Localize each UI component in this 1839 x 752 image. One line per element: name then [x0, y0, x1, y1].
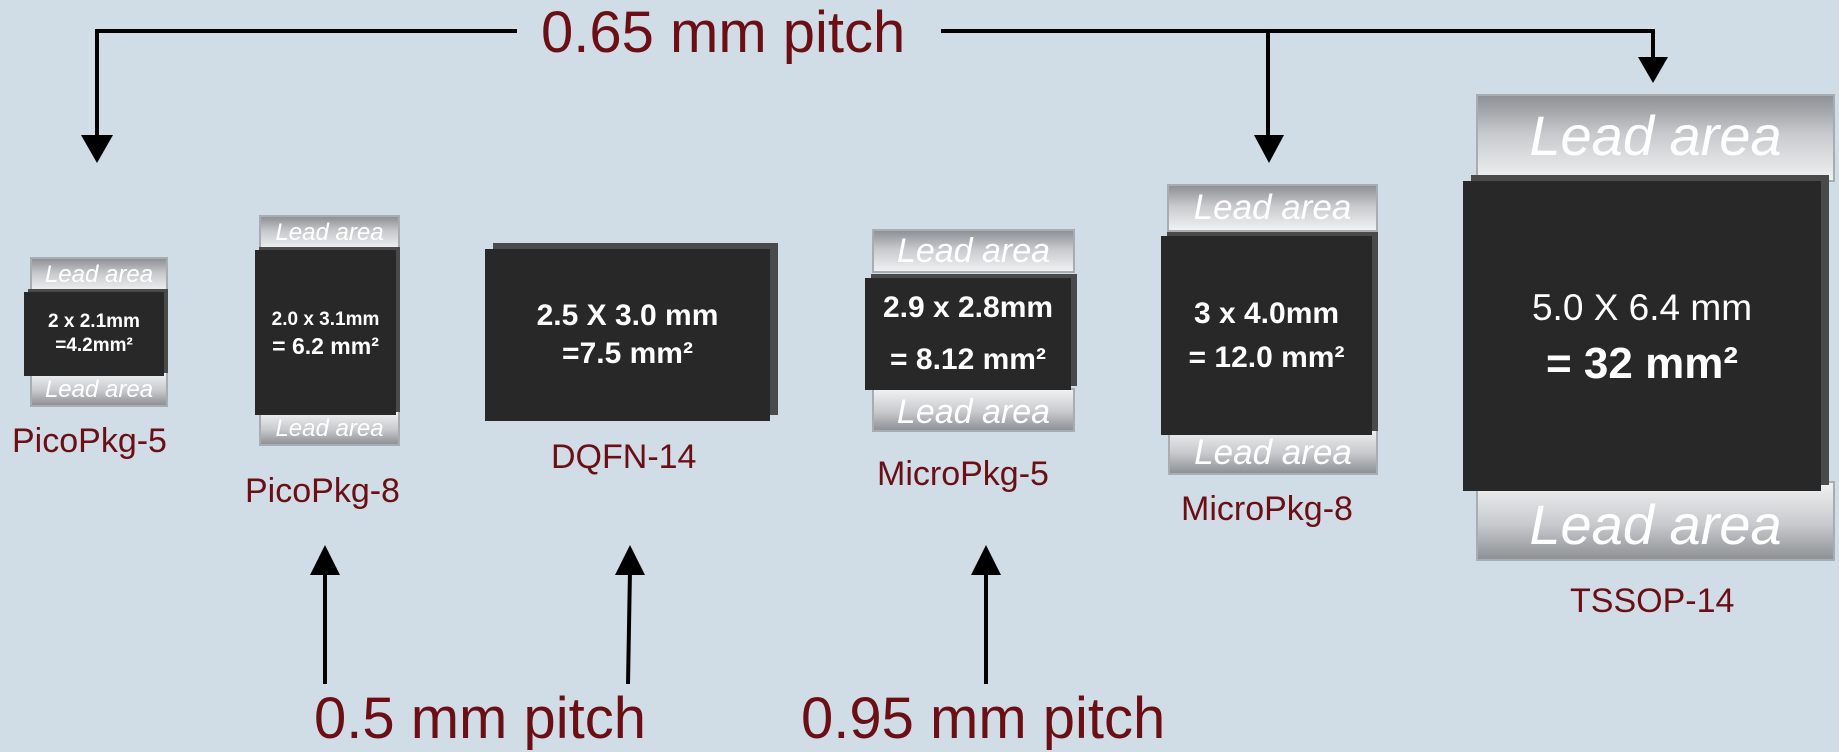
lead-area-bottom: Lead area	[1476, 481, 1835, 561]
chip-dimensions: 3 x 4.0mm	[1193, 296, 1340, 330]
chip-area: =7.5 mm²	[562, 337, 693, 370]
chip-body: 2 x 2.1mm =4.2mm²	[24, 292, 164, 376]
arrow-to-picopkg5	[81, 135, 113, 163]
package-name: MicroPkg-5	[877, 455, 1049, 493]
arrow-to-micropkg8	[1254, 135, 1284, 163]
chip-body: 2.0 x 3.1mm = 6.2 mm²	[255, 250, 396, 415]
arrow-to-micropkg5	[971, 545, 1001, 575]
chip-body: 3 x 4.0mm = 12.0 mm²	[1161, 236, 1372, 435]
chip-area: = 8.12 mm²	[890, 343, 1046, 376]
chip-dimensions: 5.0 X 6.4 mm	[1531, 287, 1753, 328]
arrow-to-tssop14	[1638, 57, 1668, 83]
pitch-label-095: 0.95 mm pitch	[801, 686, 1166, 751]
chip-area: =4.2mm²	[55, 335, 133, 356]
package-name: DQFN-14	[551, 438, 697, 476]
chip-body: 5.0 X 6.4 mm = 32 mm²	[1463, 181, 1821, 491]
chip-body: 2.9 x 2.8mm = 8.12 mm²	[865, 278, 1071, 390]
chip-area: = 6.2 mm²	[272, 332, 379, 359]
chip-dimensions: 2 x 2.1mm	[48, 311, 140, 332]
chip-dimensions: 2.0 x 3.1mm	[271, 308, 380, 330]
chip-area: = 32 mm²	[1546, 339, 1738, 388]
package-name: PicoPkg-5	[12, 422, 167, 460]
pitch-label-05: 0.5 mm pitch	[314, 686, 646, 751]
arrow-to-dqfn14	[615, 545, 645, 575]
chip-body: 2.5 X 3.0 mm =7.5 mm²	[485, 249, 770, 421]
top-bracket-line	[95, 29, 1655, 150]
chip-dimensions: 2.9 x 2.8mm	[882, 291, 1054, 324]
lead-area-bottom: Lead area	[1168, 427, 1378, 475]
lead-area-top: Lead area	[1476, 94, 1835, 182]
lead-area-top: Lead area	[1167, 184, 1378, 232]
chip-area: = 12.0 mm²	[1188, 340, 1345, 374]
chip-dimensions: 2.5 X 3.0 mm	[536, 299, 719, 332]
lead-area-top: Lead area	[30, 257, 168, 293]
lead-area-top: Lead area	[872, 229, 1075, 273]
package-name: TSSOP-14	[1570, 582, 1735, 620]
top-arrowheads	[81, 57, 1668, 163]
lead-area-bottom: Lead area	[30, 371, 168, 407]
lead-area-bottom: Lead area	[259, 410, 400, 446]
pitch-label-065: 0.65 mm pitch	[541, 0, 906, 65]
arrow-05-dqfn14-shaft	[626, 569, 632, 685]
arrow-to-picopkg8	[310, 545, 340, 575]
lead-area-top: Lead area	[259, 215, 400, 251]
package-name: PicoPkg-8	[245, 472, 400, 510]
lead-area-bottom: Lead area	[872, 388, 1075, 432]
package-name: MicroPkg-8	[1181, 490, 1353, 528]
